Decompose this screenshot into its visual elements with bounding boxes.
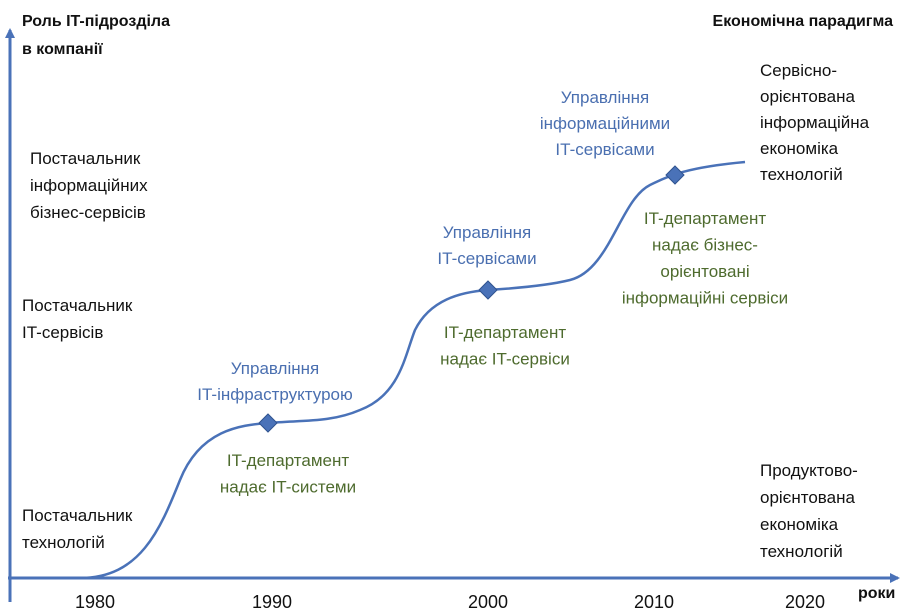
stage-title: Управління xyxy=(231,359,319,378)
role-label: технологій xyxy=(22,533,105,552)
stage-description: надає IT-системи xyxy=(220,478,356,497)
axis-title: роки xyxy=(858,585,895,602)
paradigm-label: Сервісно- xyxy=(760,61,837,80)
stage-title: IT-сервісами xyxy=(555,140,654,159)
stage-title: Управління xyxy=(561,88,649,107)
year-label: 2000 xyxy=(468,592,508,612)
paradigm-title: Економічна парадигма xyxy=(713,13,894,30)
paradigm-label: орієнтована xyxy=(760,488,855,507)
axis-title: в компанії xyxy=(22,41,103,58)
axis-title: Роль IT-підрозділа xyxy=(22,13,170,30)
stage-description: IT-департамент xyxy=(444,323,567,342)
stage-description: надає IT-сервіси xyxy=(440,350,570,369)
paradigm-label: інформаційна xyxy=(760,113,870,132)
paradigm-label: економіка xyxy=(760,515,839,534)
role-label: бізнес-сервісів xyxy=(30,203,146,222)
stage-description: надає бізнес- xyxy=(652,236,758,255)
stage-title: IT-інфраструктурою xyxy=(197,385,353,404)
paradigm-label: технологій xyxy=(760,165,843,184)
milestone xyxy=(478,280,498,300)
stage-description: інформаційні сервіси xyxy=(622,289,788,308)
year-label: 2020 xyxy=(785,592,825,612)
year-label: 1990 xyxy=(252,592,292,612)
evolution-curve xyxy=(79,160,746,580)
stage-description: IT-департамент xyxy=(644,209,767,228)
stage-title: Управління xyxy=(443,223,531,242)
paradigm-label: Продуктово- xyxy=(760,461,858,480)
stage-description: IT-департамент xyxy=(227,451,350,470)
milestone xyxy=(665,165,685,185)
stage-description: орієнтовані xyxy=(660,262,749,281)
year-label: 1980 xyxy=(75,592,115,612)
role-label: Постачальник xyxy=(22,296,133,315)
paradigm-label: економіка xyxy=(760,139,839,158)
role-label: Постачальник xyxy=(22,506,133,525)
paradigm-label: технологій xyxy=(760,542,843,561)
role-label: інформаційних xyxy=(30,176,148,195)
year-label: 2010 xyxy=(634,592,674,612)
role-label: Постачальник xyxy=(30,149,141,168)
role-label: IT-сервісів xyxy=(22,323,103,342)
milestone xyxy=(258,413,278,433)
stage-title: інформаційними xyxy=(540,114,670,133)
stage-title: IT-сервісами xyxy=(437,249,536,268)
paradigm-label: орієнтована xyxy=(760,87,855,106)
